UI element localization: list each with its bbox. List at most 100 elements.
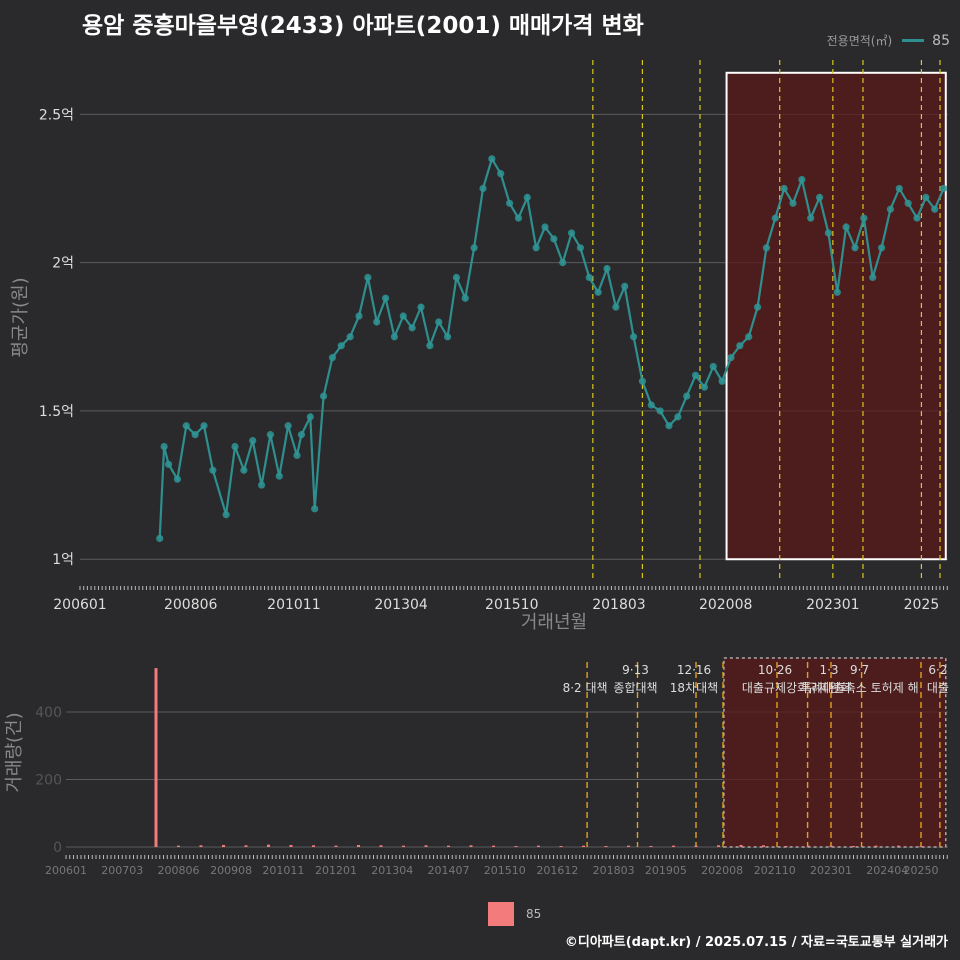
data-point — [532, 244, 540, 252]
volume-bar — [919, 845, 923, 847]
volume-bar — [717, 845, 720, 847]
volume-bar — [199, 845, 203, 847]
legend-label: 전용면적(㎡) — [826, 34, 893, 48]
data-point — [417, 303, 425, 311]
policy-date: 6·2 — [928, 663, 947, 677]
data-point — [435, 318, 443, 326]
data-point — [257, 481, 266, 489]
data-point — [479, 184, 487, 193]
x-tick-label: 201011 — [267, 597, 320, 613]
volume-bar — [582, 845, 585, 847]
x-tick-label: 200806 — [164, 597, 218, 613]
x-tick-label: 201407 — [428, 864, 470, 877]
data-point — [461, 294, 469, 302]
data-point — [293, 451, 301, 460]
data-point — [922, 193, 930, 201]
x-tick-label: 202301 — [806, 597, 859, 613]
data-point — [346, 333, 354, 341]
policy-date: 9·13 — [622, 663, 649, 677]
volume-bar — [784, 845, 788, 847]
data-point — [381, 294, 390, 302]
data-point — [691, 371, 700, 379]
x-axis-title: 거래년월 — [521, 612, 587, 633]
data-point — [833, 288, 841, 296]
x-tick-label: 201510 — [484, 864, 526, 877]
data-point — [275, 472, 283, 480]
footer-credit: ©디아파트(dapt.kr) / 2025.07.15 / 자료=국토교통부 실… — [564, 935, 948, 950]
volume-bar — [312, 845, 315, 847]
volume-bar — [627, 845, 630, 847]
data-point — [904, 199, 912, 207]
legend-bar-swatch — [488, 902, 514, 926]
data-point — [209, 466, 217, 474]
data-point — [860, 214, 868, 222]
x-tick-label: 202404 — [866, 864, 908, 877]
policy-label: 대출규제강화 — [742, 681, 808, 695]
legend-value: 85 — [932, 32, 950, 49]
data-point — [656, 407, 664, 415]
data-point — [798, 175, 806, 184]
data-point — [173, 475, 182, 483]
data-point — [807, 214, 815, 222]
x-tick-label: 201803 — [592, 597, 645, 613]
legend-line-swatch — [902, 39, 925, 42]
policy-label: 규제완화 — [807, 681, 851, 695]
highlight-box — [723, 657, 947, 848]
volume-bar — [739, 844, 743, 847]
data-point — [488, 155, 496, 163]
x-tick-label: 202008 — [701, 864, 743, 877]
legend-bottom-value: 85 — [526, 907, 542, 921]
x-tick-label: 200806 — [158, 864, 200, 877]
page-title: 용암 중흥마을부영(2433) 아파트(2001) 매매가격 변화 — [82, 13, 644, 39]
y-tick-label: 400 — [35, 705, 62, 721]
volume-bar — [244, 845, 248, 847]
data-point — [895, 184, 903, 193]
data-point — [585, 273, 593, 282]
x-tick-label: 201803 — [593, 864, 635, 877]
x-tick-label: 200601 — [53, 597, 106, 613]
volume-bar — [829, 845, 833, 847]
data-point — [355, 312, 363, 320]
data-point — [780, 184, 788, 193]
data-point — [408, 324, 416, 332]
x-tick-label: 20250 — [904, 864, 939, 877]
volume-bar — [222, 844, 225, 847]
data-point — [674, 413, 682, 421]
data-point — [683, 392, 691, 400]
data-point — [753, 303, 762, 311]
volume-bar — [604, 845, 608, 847]
volume-bar — [762, 845, 765, 847]
data-point — [709, 362, 717, 371]
policy-label: 특례대출축소 토허제 해 — [801, 681, 919, 695]
x-tick-label: 200601 — [45, 864, 87, 877]
x-tick-label: 201510 — [485, 597, 538, 613]
policy-date: 10·26 — [758, 663, 792, 677]
volume-bar — [289, 844, 293, 847]
volume-bar — [402, 845, 405, 847]
volume-bar — [897, 845, 900, 847]
volume-bar — [492, 845, 495, 847]
data-point — [913, 214, 921, 222]
volume-bar — [379, 845, 383, 847]
volume-bar — [447, 845, 450, 847]
data-point — [851, 244, 859, 252]
legend-bottom: 85 — [488, 902, 541, 926]
data-point — [266, 431, 275, 439]
data-point — [745, 333, 753, 341]
data-point — [842, 223, 850, 231]
data-point — [182, 422, 190, 430]
data-point — [443, 333, 452, 341]
data-point — [311, 505, 319, 513]
data-point — [373, 318, 381, 326]
data-point — [470, 244, 478, 252]
data-point — [824, 229, 833, 237]
x-tick-label: 200703 — [101, 864, 143, 877]
x-tick-label: 201905 — [645, 864, 687, 877]
data-point — [877, 244, 886, 252]
data-point — [647, 401, 655, 409]
x-tick-label: 202110 — [754, 864, 796, 877]
y-tick-label: 1.5억 — [39, 404, 74, 420]
data-point — [621, 282, 629, 290]
data-point — [594, 288, 602, 296]
